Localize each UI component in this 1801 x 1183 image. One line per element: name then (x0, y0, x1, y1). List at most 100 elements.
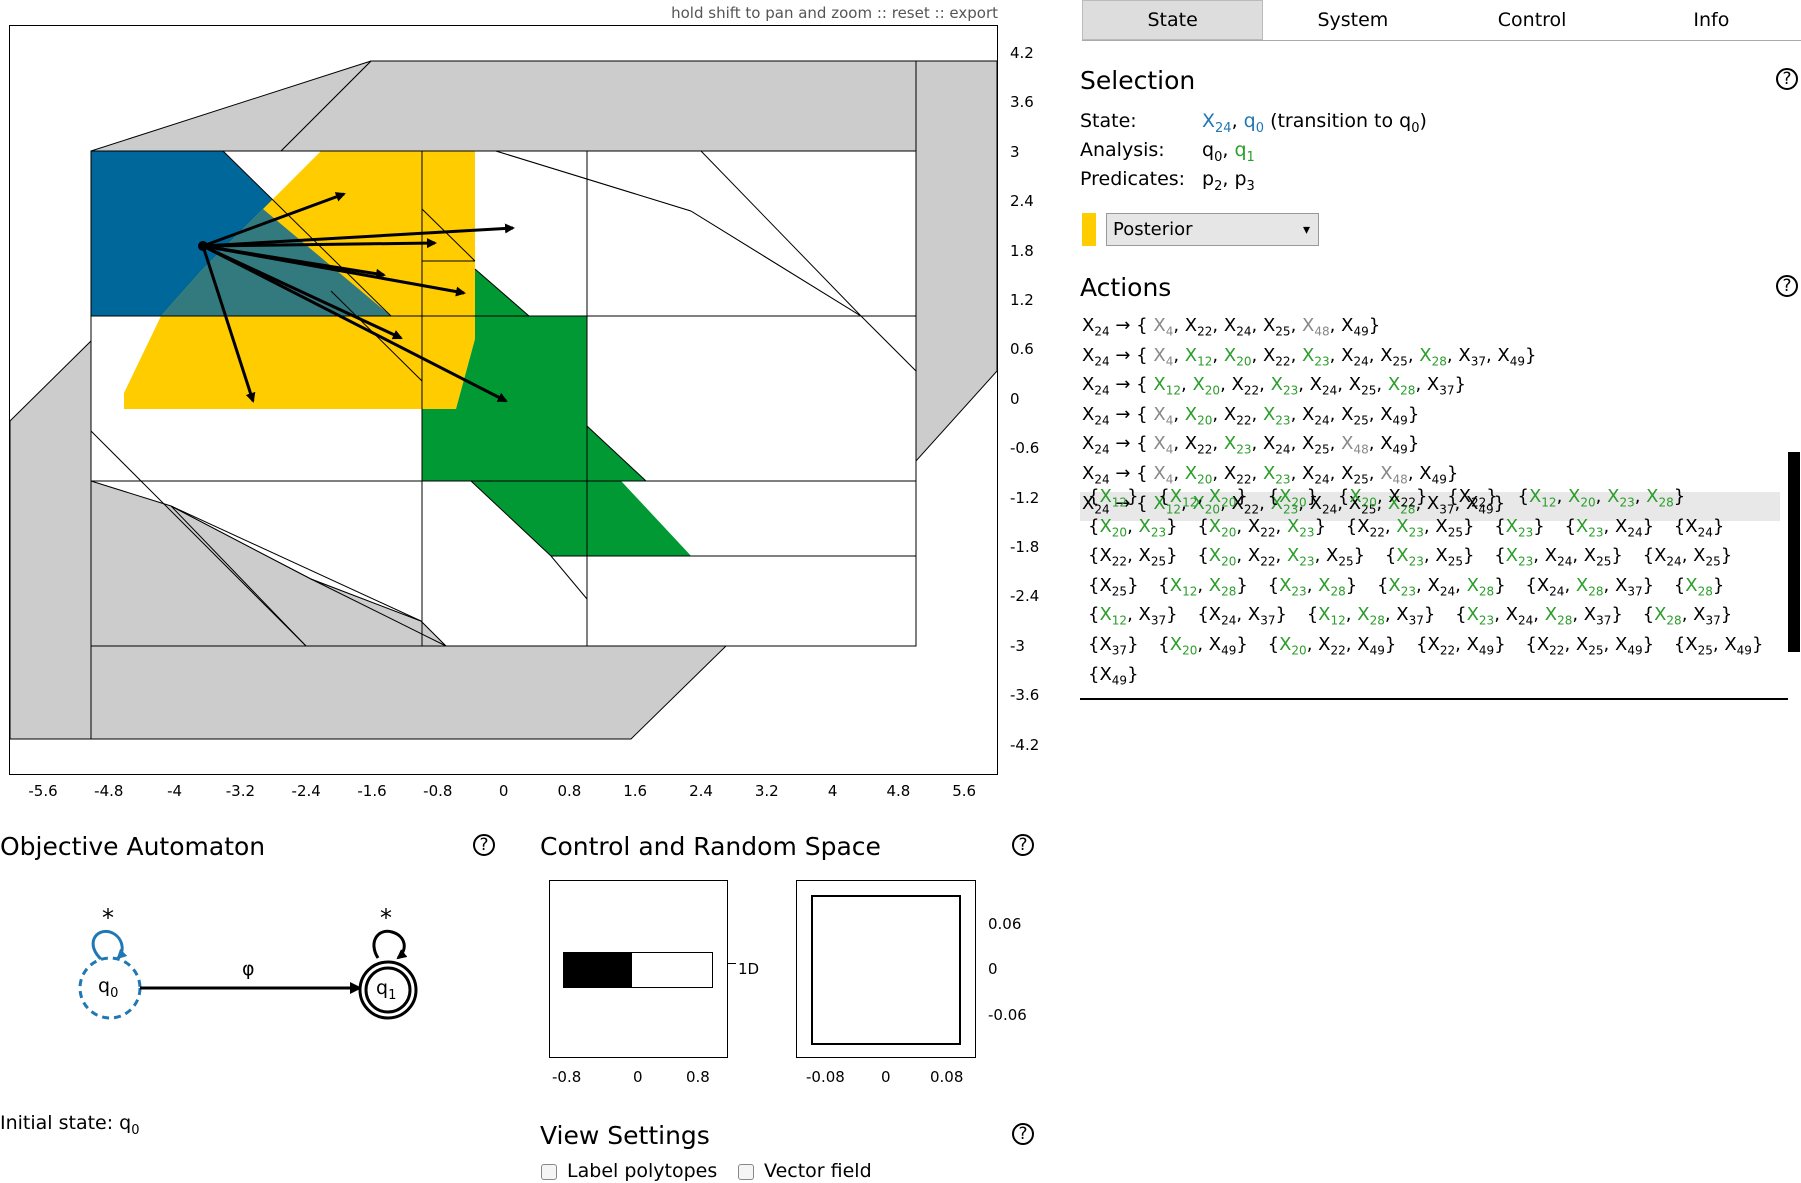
arrow (201, 245, 256, 403)
action-token: X (1262, 433, 1276, 455)
action-subset[interactable]: {X23, X24, X28, X37} (1455, 604, 1623, 628)
action-subset[interactable]: {X28} (1673, 574, 1725, 599)
tab-state[interactable]: State (1082, 0, 1264, 40)
q1-node[interactable] (358, 960, 418, 1020)
arrow (202, 244, 466, 297)
action-subset[interactable]: {X25} (1088, 574, 1139, 599)
action-subset[interactable]: {X22, X49} (1416, 633, 1506, 658)
control-space-help-icon[interactable]: ? (1012, 834, 1034, 856)
action-token: X (1380, 462, 1393, 484)
action-subset[interactable]: {X22} (1447, 486, 1498, 510)
action-subset[interactable]: {X12, X28} (1158, 574, 1248, 599)
selection-help-icon[interactable]: ? (1776, 68, 1798, 90)
y-tick-label: -3 (1010, 636, 1025, 655)
action-subset[interactable]: {X12, X20} (1158, 486, 1248, 510)
action-token-subscript: 20 (1236, 354, 1252, 369)
action-subset[interactable]: {X24, X25} (1642, 545, 1733, 569)
action-subset[interactable]: {X37} (1088, 633, 1139, 658)
action-subset[interactable]: {X22, X25} (1088, 545, 1178, 569)
scrollbar[interactable] (1788, 452, 1800, 652)
action-subset[interactable]: {X24} (1673, 515, 1725, 540)
action-token-subscript: 49 (1353, 324, 1369, 339)
action-token-subscript: 25 (1361, 502, 1377, 517)
action-subset[interactable]: {X23, X25} (1384, 545, 1475, 569)
action-item[interactable]: X24 → { X12, X20, X22, X23, X24, X25, X2… (1082, 374, 1466, 398)
automaton-help-icon[interactable]: ? (473, 834, 495, 856)
dim-tick (728, 963, 736, 964)
action-subset[interactable]: {X20} (1267, 486, 1319, 510)
action-subset[interactable]: {X12} (1088, 486, 1139, 510)
vector-field-checkbox[interactable] (738, 1163, 754, 1180)
action-subset[interactable]: {X25, X49} (1673, 633, 1764, 658)
target-polytope-1[interactable] (422, 269, 646, 481)
predicates-label: Predicates: (1080, 168, 1186, 190)
action-token: X (1082, 403, 1095, 425)
action-item[interactable]: X24 → { X12, X20, X22, X23, X24, X25, X2… (1080, 491, 1780, 522)
action-subset[interactable]: {X12, X20, X23, X28} (1517, 486, 1686, 510)
action-token-subscript: 24 (1314, 472, 1330, 487)
action-item[interactable]: X24 → { X4, X20, X22, X23, X24, X25, X48… (1082, 462, 1459, 487)
action-subset[interactable]: {X23} (1494, 515, 1545, 540)
selected-point[interactable] (198, 241, 208, 251)
action-item[interactable]: X24 → { X4, X22, X24, X25, X48, X49} (1082, 315, 1381, 339)
action-subset[interactable]: {X20, X22, X23, X25} (1197, 545, 1366, 569)
outer-polytope-left[interactable] (10, 339, 92, 740)
action-subsets: {X12} {X12, X20} {X20} {X20, X22} {X22} … (1080, 483, 1788, 701)
tab-system[interactable]: System (1263, 0, 1443, 40)
action-subset[interactable]: {X23, X24, X28} (1376, 574, 1506, 599)
outer-polytope-bottom[interactable] (90, 645, 728, 740)
state-link-q0[interactable]: q0 (1243, 110, 1265, 136)
action-token: X (1153, 344, 1166, 366)
action-subset[interactable]: {X20, X22, X23} (1197, 515, 1327, 540)
action-subset[interactable]: {X22, X23, X25} (1345, 515, 1475, 540)
action-token-subscript: 4 (1165, 354, 1174, 369)
action-subset[interactable]: {X23, X24, X25} (1494, 545, 1623, 569)
action-subset[interactable]: {X28, X37} (1642, 604, 1733, 628)
label-polytopes-option[interactable]: Label polytopes (541, 1160, 717, 1182)
action-item[interactable]: X24 → { X4, X20, X22, X23, X24, X25, X49… (1082, 403, 1420, 428)
control-space-plot[interactable] (549, 880, 728, 1058)
actions-help-icon[interactable]: ? (1776, 275, 1798, 297)
control-space-title: Control and Random Space (540, 832, 881, 861)
right-y-tick: -0.06 (988, 1006, 1027, 1024)
action-subset[interactable]: {X22, X25, X49} (1525, 633, 1655, 658)
analysis-value: q0, q1 (1202, 139, 1255, 165)
tab-bar: State System Control Info (1082, 0, 1801, 41)
action-token: X (1309, 374, 1323, 396)
action-item[interactable]: X24 → { X4, X12, X20, X22, X23, X24, X25… (1082, 344, 1537, 369)
state-link-x24[interactable]: X24 (1202, 110, 1232, 136)
action-subset[interactable]: {X49} (1088, 663, 1139, 688)
overlay-select[interactable]: Posterior ▾ (1106, 213, 1319, 246)
action-token-subscript: 25 (1275, 324, 1291, 339)
action-subset[interactable]: {X12, X28, X37} (1306, 604, 1436, 628)
target-polytope-3[interactable] (471, 481, 691, 556)
y-tick-label: -0.6 (1010, 439, 1040, 458)
action-token-subscript: 48 (1392, 472, 1408, 487)
label-polytopes-checkbox[interactable] (541, 1163, 557, 1180)
pan-zoom-hint: hold shift to pan and zoom (671, 4, 873, 22)
action-subset[interactable]: {X23, X24} (1564, 515, 1655, 540)
region-white-top[interactable] (91, 151, 916, 316)
action-subset[interactable]: {X24, X28, X37} (1525, 574, 1655, 599)
random-space-plot[interactable] (796, 880, 976, 1058)
state-space-plot[interactable] (9, 25, 998, 775)
action-token-subscript: 24 (1322, 502, 1338, 517)
reset-link[interactable]: reset (891, 4, 930, 22)
action-token-subscript: 23 (1275, 413, 1291, 428)
export-link[interactable]: export (949, 4, 998, 22)
vector-field-option[interactable]: Vector field (738, 1160, 872, 1182)
action-item[interactable]: X24 → { X4, X22, X23, X24, X25, X48, X49… (1082, 433, 1420, 457)
automaton-title: Objective Automaton (0, 832, 266, 861)
action-subset[interactable]: {X24, X37} (1197, 604, 1287, 628)
tab-control[interactable]: Control (1442, 0, 1622, 40)
action-subset[interactable]: {X20, X22} (1337, 486, 1428, 510)
action-subset[interactable]: {X23, X28} (1267, 574, 1358, 599)
outer-polytope-right[interactable] (915, 60, 997, 463)
action-subset[interactable]: {X12, X37} (1088, 604, 1178, 628)
action-subset[interactable]: {X20, X22, X49} (1267, 633, 1397, 658)
action-subset[interactable]: {X20, X23} (1088, 515, 1178, 540)
action-subset[interactable]: {X20, X49} (1158, 633, 1248, 658)
view-settings-help-icon[interactable]: ? (1012, 1123, 1034, 1145)
tab-info[interactable]: Info (1621, 0, 1801, 40)
state-space-svg[interactable] (10, 26, 998, 775)
